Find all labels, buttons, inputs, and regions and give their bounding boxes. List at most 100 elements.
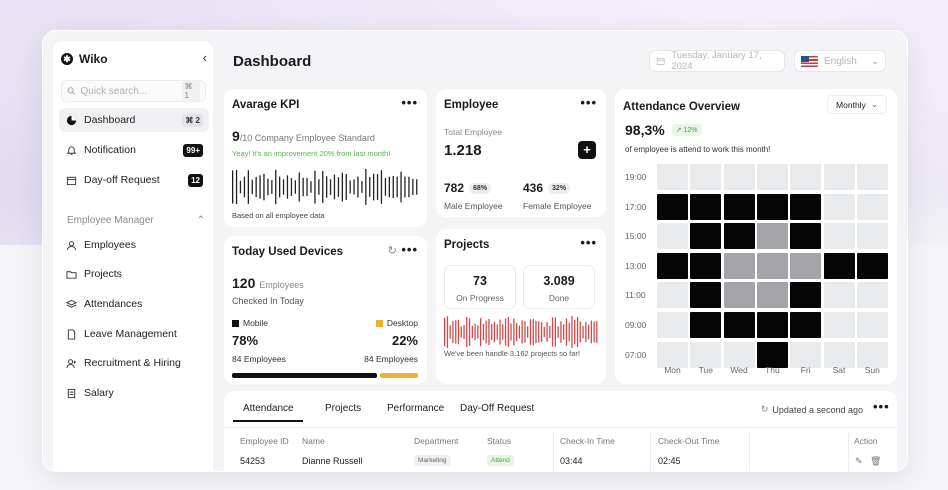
sparkline-bar <box>565 318 568 346</box>
sparkline-bar <box>416 179 418 195</box>
updated-status: ↻ Updated a second ago <box>761 404 863 415</box>
heatmap-cell <box>690 341 722 368</box>
search-input[interactable] <box>80 85 177 97</box>
sidebar-item-notification[interactable]: Notification 99+ <box>59 138 209 162</box>
app-window: ✱ Wiko ‹ ⌘ 1 Dashboard ⌘ 2 Notification … <box>42 30 908 472</box>
legend-desktop-label: Desktop <box>386 318 418 328</box>
language-select[interactable]: English ⌄ <box>794 50 886 72</box>
attendance-subtitle: of employee is attend to work this month… <box>625 145 771 154</box>
heatmap-cell <box>723 164 755 190</box>
sparkline-bar <box>527 326 529 338</box>
column-header[interactable]: Employee ID <box>240 436 289 446</box>
devices-more-icon[interactable]: ••• <box>401 242 418 257</box>
sparkline-bar <box>449 325 451 339</box>
refresh-icon[interactable]: ↻ <box>760 404 769 414</box>
projects-more-icon[interactable]: ••• <box>580 235 597 250</box>
sparkline-bar <box>412 178 414 196</box>
sidebar-item-salary[interactable]: Salary <box>59 381 209 405</box>
devices-count-value: 120 <box>232 275 256 291</box>
heatmap-cell <box>690 282 722 309</box>
heatmap-cell <box>756 223 788 250</box>
heatmap-cell <box>723 223 755 250</box>
heatmap-cell <box>690 223 722 250</box>
sparkline-bar <box>322 171 324 203</box>
sparkline-bar <box>337 177 340 197</box>
column-header[interactable]: Check-In Time <box>560 436 615 446</box>
sidebar-item-projects[interactable]: Projects <box>59 262 209 286</box>
tab-projects[interactable]: Projects <box>325 403 362 414</box>
sidebar-item-recruitment[interactable]: Recruitment & Hiring <box>59 351 209 375</box>
sidebar-item-label: Day-off Request <box>84 174 160 186</box>
user-icon <box>65 239 77 251</box>
sidebar-item-employees[interactable]: Employees <box>59 233 209 257</box>
sparkline-bar <box>593 321 595 343</box>
column-header[interactable]: Name <box>302 436 325 446</box>
kpi-value: 9/10 Company Employee Standard <box>232 128 375 144</box>
column-divider <box>650 431 651 471</box>
sparkline-bar <box>408 176 410 198</box>
desktop-percent: 22% <box>391 333 418 348</box>
sidebar-item-dashboard[interactable]: Dashboard ⌘ 2 <box>59 108 209 132</box>
section-employee-manager[interactable]: Employee Manager ⌃ <box>67 215 205 226</box>
period-value: Monthly <box>836 99 866 110</box>
updated-text: Updated a second ago <box>772 404 863 415</box>
kpi-suffix: /10 Company Employee Standard <box>239 133 375 143</box>
sparkline-bar <box>574 319 576 345</box>
cell-name: Dianne Russell <box>302 456 363 466</box>
sparkline-bar <box>255 176 257 197</box>
sparkline-bar <box>551 317 554 347</box>
collapse-sidebar-icon[interactable]: ‹ <box>202 50 207 65</box>
heatmap-cell <box>756 164 788 190</box>
tab-performance[interactable]: Performance <box>387 403 445 414</box>
sparkline-bar <box>549 326 551 338</box>
column-header[interactable]: Check-Out Time <box>658 436 720 446</box>
sparkline-bar <box>590 320 592 344</box>
document-icon <box>65 328 77 340</box>
sparkline-bar <box>314 170 316 204</box>
male-label: Male Employee <box>444 201 503 211</box>
refresh-icon[interactable]: ↻ <box>387 245 397 257</box>
projects-sparkline <box>444 316 598 348</box>
date-picker[interactable]: Tuesday, January 17, 2024 <box>649 50 785 72</box>
male-pct-pill: 68% <box>469 182 492 194</box>
heatmap-cell <box>756 193 788 220</box>
request-count-badge: 12 <box>188 173 203 187</box>
page-title: Dashboard <box>233 53 312 70</box>
tab-attendance[interactable]: Attendance <box>243 403 294 414</box>
heatmap-cell <box>856 282 888 309</box>
edit-icon[interactable]: ✎ <box>855 456 863 466</box>
table-divider <box>224 427 897 428</box>
shortcut-badge: ⌘ 2 <box>182 113 203 127</box>
add-employee-button[interactable]: + <box>578 141 596 159</box>
devices-count-unit: Employees <box>259 280 304 290</box>
search-box[interactable]: ⌘ 1 <box>61 80 206 102</box>
column-header[interactable]: Department <box>414 436 459 446</box>
sparkline-bar <box>532 318 534 346</box>
devices-card: Today Used Devices ↻ ••• 120 Employees C… <box>224 236 427 384</box>
sidebar-item-day-off-request[interactable]: Day-off Request 12 <box>59 168 209 192</box>
female-value: 436 <box>523 181 544 195</box>
heatmap-y-label: 19:00 <box>625 172 647 182</box>
column-divider <box>749 431 750 471</box>
sparkline-bar <box>518 325 520 339</box>
column-divider <box>553 431 554 471</box>
table-more-icon[interactable]: ••• <box>873 399 890 414</box>
brand: ✱ Wiko <box>61 52 108 66</box>
sparkline-bar <box>232 170 234 204</box>
column-header[interactable]: Action <box>854 436 878 446</box>
heatmap-cell <box>657 282 688 309</box>
employee-more-icon[interactable]: ••• <box>580 95 597 110</box>
sidebar-item-attendances[interactable]: Attendances <box>59 292 209 316</box>
column-header[interactable]: Status <box>487 436 512 446</box>
sidebar: ✱ Wiko ‹ ⌘ 1 Dashboard ⌘ 2 Notification … <box>53 41 213 471</box>
tab-day-off-request[interactable]: Day-Off Request <box>460 403 535 414</box>
sparkline-bar <box>546 322 548 342</box>
period-select[interactable]: Monthly ⌄ <box>827 95 887 114</box>
kpi-more-icon[interactable]: ••• <box>401 95 418 110</box>
heatmap-cell <box>723 341 755 368</box>
sparkline-bar <box>388 176 390 198</box>
sparkline-bar <box>455 320 457 344</box>
trash-icon[interactable]: 🗑 <box>870 456 882 466</box>
heatmap-cell <box>790 164 822 190</box>
sidebar-item-leave-management[interactable]: Leave Management <box>59 322 209 346</box>
